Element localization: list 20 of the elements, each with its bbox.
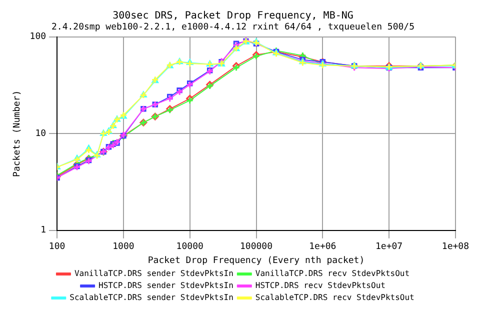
x-tick-label: 1e+07	[376, 242, 403, 252]
x-tick-label: 1000	[112, 242, 134, 252]
chart-title: 300sec DRS, Packet Drop Frequency, MB-NG	[112, 10, 354, 22]
x-tick-label: 1e+08	[442, 242, 469, 252]
legend-label: ScalableTCP.DRS sender StdevPktsIn	[70, 293, 234, 302]
x-axis-title: Packet Drop Frequency (Every nth packet)	[148, 256, 365, 266]
x-tick-label: 10000	[176, 242, 204, 252]
y-tick-label: 1	[40, 226, 46, 236]
x-tick-label: 1e+06	[309, 242, 336, 252]
y-tick-label: 10	[35, 128, 46, 139]
legend-label: HSTCP.DRS sender StdevPktsIn	[98, 281, 234, 290]
x-tick-label: 100	[48, 242, 66, 252]
chart-subtitle: 2.4.20smp web100-2.2.1, e1000-4.4.12 rxint 64/64 , txqueuelen 500/5	[51, 22, 415, 33]
legend-label: ScalableTCP.DRS recv StdevPktsOut	[255, 293, 415, 302]
legend-label: VanillaTCP.DRS sender StdevPktsIn	[74, 269, 234, 278]
x-tick-label: 100000	[240, 242, 273, 252]
legend-label: HSTCP.DRS recv StdevPktsOut	[255, 281, 386, 290]
y-axis-title: Packets (Number)	[12, 90, 23, 177]
legend-label: VanillaTCP.DRS recv StdevPktsOut	[255, 269, 410, 278]
y-tick-label: 100	[30, 32, 46, 42]
